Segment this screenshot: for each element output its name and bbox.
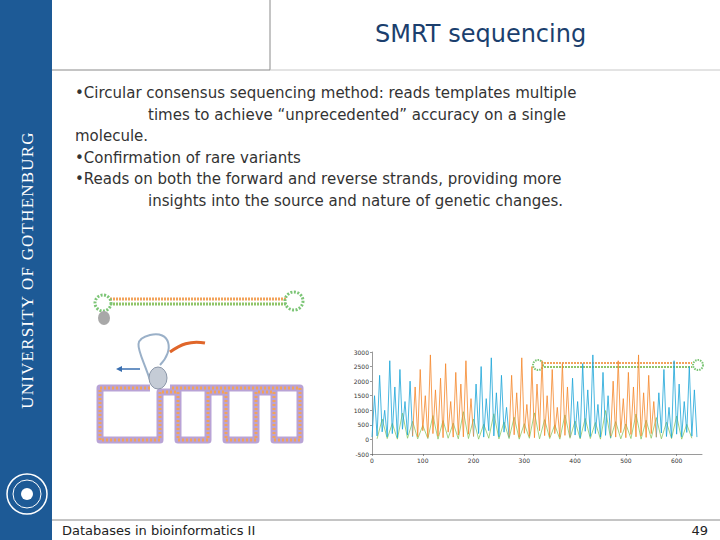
svg-text:200: 200 — [468, 457, 480, 464]
svg-text:0: 0 — [365, 436, 369, 443]
svg-text:•Reads on both the forward and: •Reads on both the forward and reverse s… — [75, 170, 562, 188]
svg-text:3000: 3000 — [354, 349, 369, 356]
svg-text:0: 0 — [370, 457, 374, 464]
svg-text:600: 600 — [671, 457, 683, 464]
svg-text:1000: 1000 — [354, 407, 369, 414]
svg-text:2000: 2000 — [354, 378, 369, 385]
svg-text:400: 400 — [569, 457, 581, 464]
svg-text:100: 100 — [417, 457, 429, 464]
svg-text:2500: 2500 — [354, 363, 369, 370]
svg-text:500: 500 — [620, 457, 632, 464]
svg-text:UNIVERSITY OF GOTHENBURG: UNIVERSITY OF GOTHENBURG — [18, 131, 37, 409]
svg-text:49: 49 — [691, 523, 708, 538]
svg-text:Databases in bioinformatics II: Databases in bioinformatics II — [62, 523, 255, 538]
svg-text:1500: 1500 — [354, 392, 369, 399]
svg-text:insights into the source and n: insights into the source and nature of g… — [148, 192, 563, 210]
svg-text:•Circular consensus sequencing: •Circular consensus sequencing method: r… — [75, 84, 576, 102]
svg-text:SMRT sequencing: SMRT sequencing — [375, 20, 586, 48]
svg-text:•Confirmation of rare variants: •Confirmation of rare variants — [75, 149, 301, 167]
svg-text:300: 300 — [519, 457, 531, 464]
svg-text:500: 500 — [358, 421, 370, 428]
svg-text:molecule.: molecule. — [75, 127, 148, 145]
svg-text:-500: -500 — [355, 451, 369, 458]
svg-text:times to achieve “unprecedente: times to achieve “unprecedented” accurac… — [148, 106, 566, 124]
